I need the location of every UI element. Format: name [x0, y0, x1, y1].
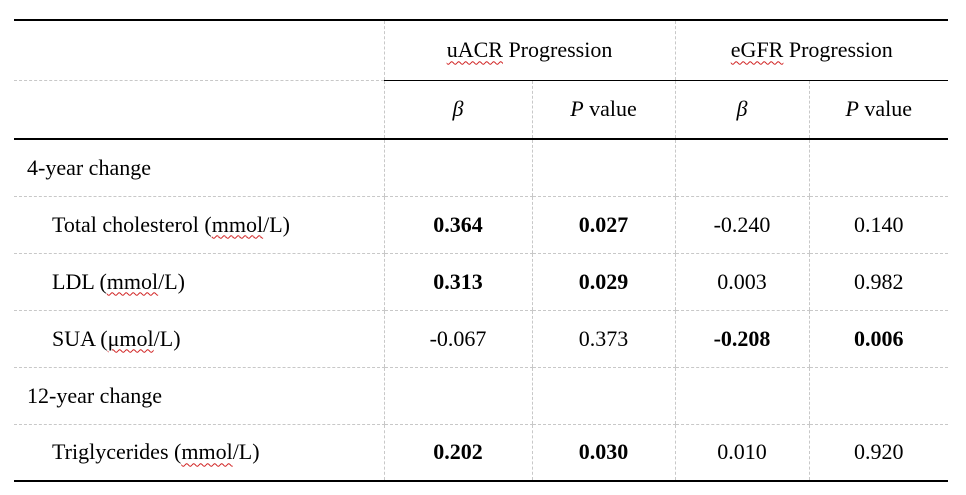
egfr-p-value: 0.140 — [808, 196, 949, 254]
row-label: LDL (mmol/L) — [14, 253, 384, 311]
uacr-beta-value: 0.202 — [383, 424, 532, 482]
section-label: 4-year change — [14, 139, 384, 197]
section-label: 12-year change — [14, 367, 384, 425]
header-uacr-p-value: P value — [531, 80, 676, 140]
row-label: SUA (μmol/L) — [14, 310, 384, 368]
egfr-p-value: 0.920 — [808, 424, 949, 482]
uacr-rest: Progression — [502, 37, 613, 63]
header-empty-cell — [14, 19, 384, 81]
uacr-beta-value: 0.364 — [383, 196, 532, 254]
uacr-beta-value: -0.067 — [383, 310, 532, 368]
egfr-p-value: 0.006 — [808, 310, 949, 368]
egfr-abbr: eGFR — [730, 37, 784, 63]
results-table: uACR Progression eGFR Progression β P va… — [14, 19, 949, 482]
egfr-beta-value: 0.003 — [674, 253, 810, 311]
header-egfr-p-value: P value — [808, 80, 949, 140]
egfr-beta-value: -0.240 — [674, 196, 810, 254]
egfr-beta-value: -0.208 — [674, 310, 810, 368]
section-row-12-year: 12-year change — [14, 367, 949, 425]
uacr-abbr: uACR — [446, 37, 503, 63]
table-row: Triglycerides (mmol/L) 0.202 0.030 0.010… — [14, 424, 949, 482]
egfr-rest: Progression — [783, 37, 893, 63]
row-label: Triglycerides (mmol/L) — [14, 424, 384, 482]
egfr-beta-value: 0.010 — [674, 424, 810, 482]
table-row: Total cholesterol (mmol/L) 0.364 0.027 -… — [14, 196, 949, 254]
header-egfr-progression: eGFR Progression — [674, 19, 949, 81]
egfr-p-value: 0.982 — [808, 253, 949, 311]
header-uacr-beta: β — [383, 80, 532, 140]
header-row-groups: uACR Progression eGFR Progression — [14, 19, 949, 81]
uacr-beta-value: 0.313 — [383, 253, 532, 311]
header-row-stats: β P value β P value — [14, 80, 949, 140]
header-empty-cell — [14, 80, 384, 140]
header-egfr-beta: β — [674, 80, 810, 140]
uacr-p-value: 0.029 — [531, 253, 676, 311]
table-row: LDL (mmol/L) 0.313 0.029 0.003 0.982 — [14, 253, 949, 311]
section-row-4-year: 4-year change — [14, 139, 949, 197]
table-row: SUA (μmol/L) -0.067 0.373 -0.208 0.006 — [14, 310, 949, 368]
row-label: Total cholesterol (mmol/L) — [14, 196, 384, 254]
uacr-p-value: 0.373 — [531, 310, 676, 368]
uacr-p-value: 0.030 — [531, 424, 676, 482]
header-uacr-progression: uACR Progression — [383, 19, 676, 81]
uacr-p-value: 0.027 — [531, 196, 676, 254]
